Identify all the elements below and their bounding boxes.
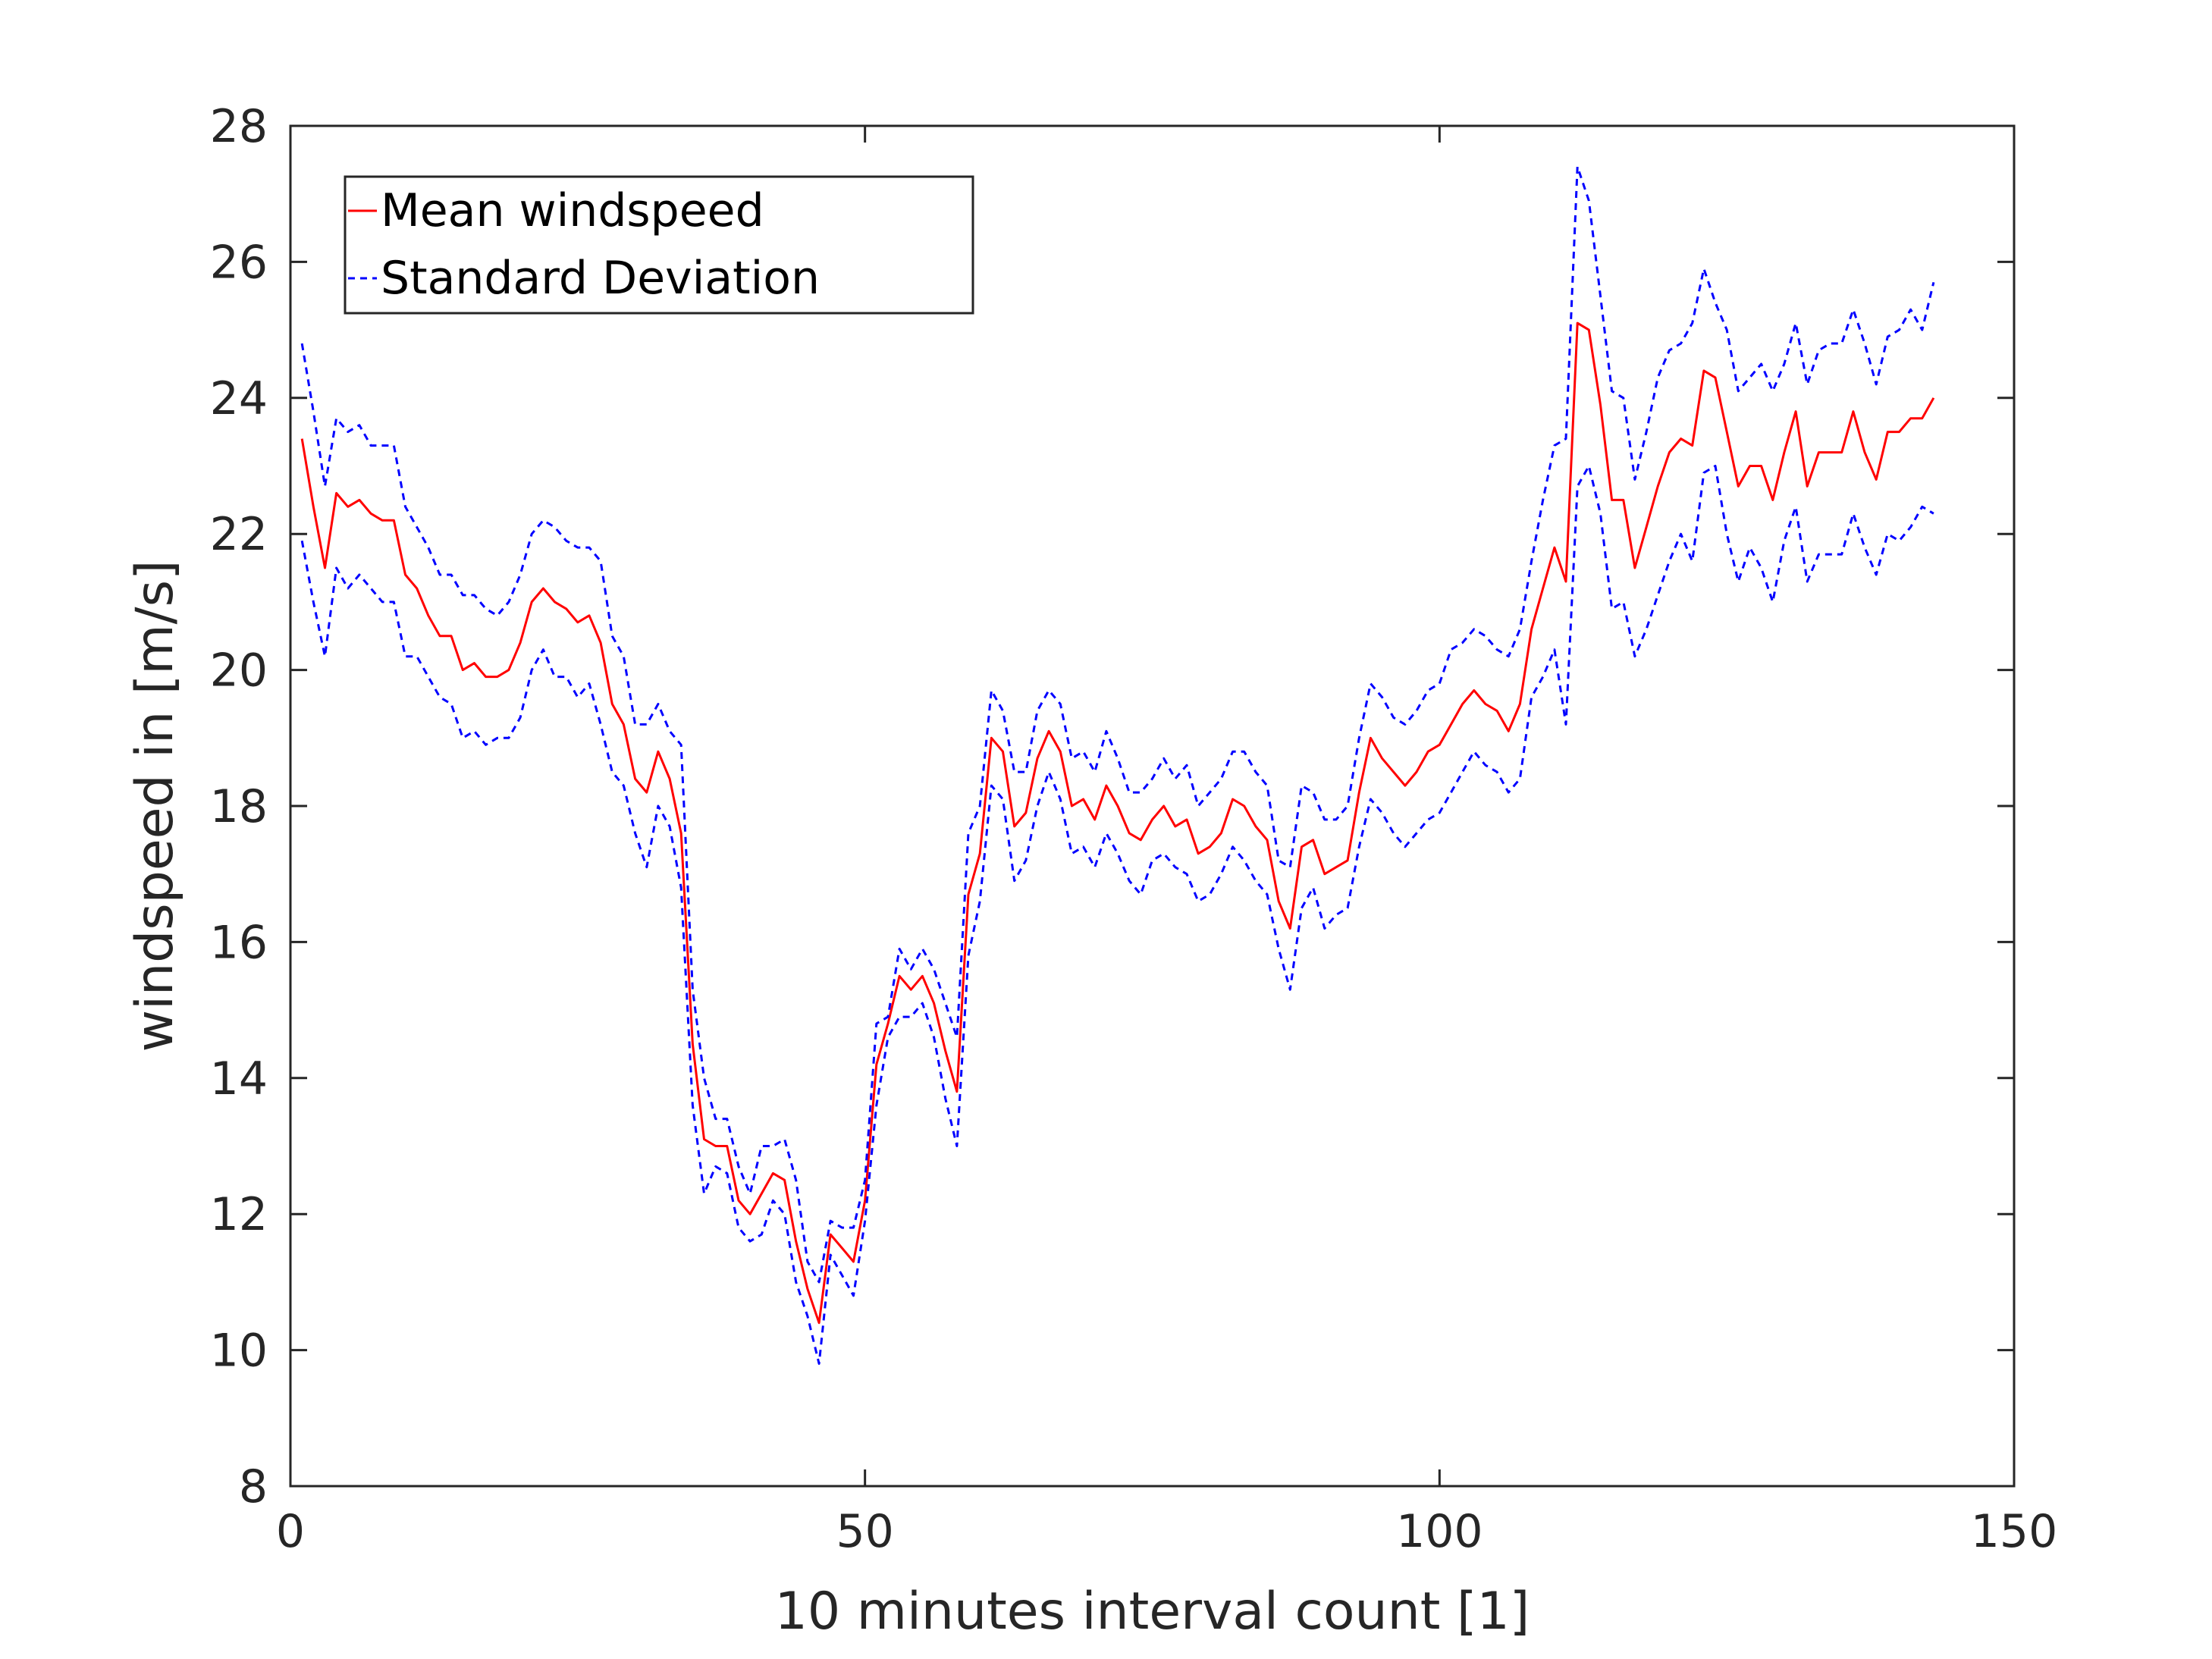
x-tick-label: 100 (1396, 1505, 1483, 1558)
series-layer (300, 165, 1935, 1365)
y-tick-label: 28 (210, 100, 268, 153)
y-tick-label: 14 (210, 1052, 268, 1105)
x-tick-label: 50 (836, 1505, 893, 1558)
series-line-mean-windspeed (300, 321, 1935, 1325)
plot-area (290, 126, 2014, 1486)
y-tick-label: 16 (210, 916, 268, 969)
y-axis-label: windspeed in [m/s] (125, 560, 185, 1052)
y-tick-label: 24 (210, 372, 268, 425)
x-tick-label: 150 (1971, 1505, 2058, 1558)
x-tick-label: 0 (276, 1505, 305, 1558)
y-tick-label: 22 (210, 508, 268, 561)
x-axis-label: 10 minutes interval count [1] (775, 1582, 1530, 1642)
y-tick-label: 20 (210, 644, 268, 698)
legend-box (344, 175, 974, 315)
legend-label-mean: Mean windspeed (381, 184, 764, 237)
y-tick-label: 18 (210, 780, 268, 833)
y-tick-label: 8 (239, 1460, 268, 1513)
legend: Mean windspeed Standard Deviation (344, 175, 974, 315)
y-tick-label: 26 (210, 236, 268, 289)
legend-label-std: Standard Deviation (381, 252, 820, 305)
y-tick-label: 12 (210, 1188, 268, 1241)
ticks-layer: 0 50 100 150 8 10 12 14 16 18 20 22 24 26 28 (210, 100, 2058, 1558)
y-tick-label: 10 (210, 1325, 268, 1378)
series-line-std-lower (300, 465, 1934, 1365)
